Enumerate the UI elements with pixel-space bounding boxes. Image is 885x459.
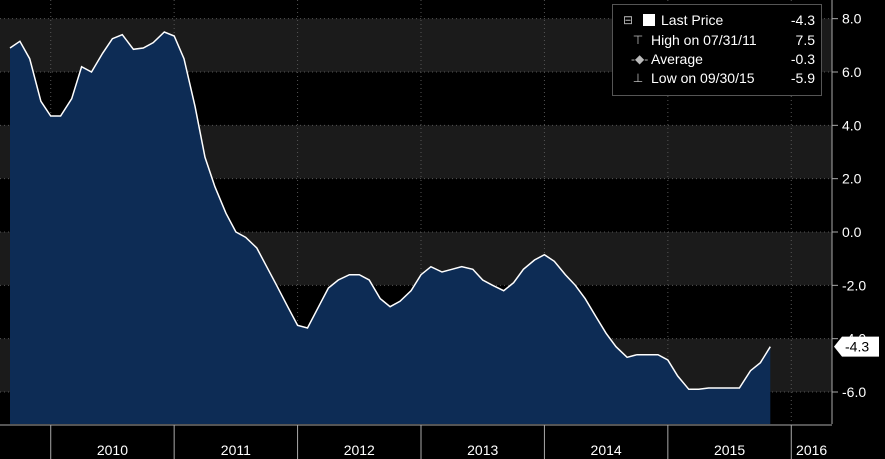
last-price-tag-bg xyxy=(834,336,879,357)
legend-value: -0.3 xyxy=(790,51,815,67)
legend: ⊟ Last Price -4.3 ⊤ High on 07/31/11 7.5… xyxy=(612,4,822,96)
y-tick-label: 4.0 xyxy=(842,117,862,133)
y-tick-label: 8.0 xyxy=(842,11,862,27)
legend-row-average: -◆- Average -0.3 xyxy=(613,50,821,69)
y-axis: 8.06.04.02.00.0-2.0-4.0-6.0 xyxy=(831,0,866,424)
x-tick-label: 2010 xyxy=(97,442,128,458)
legend-value: -5.9 xyxy=(790,70,815,86)
last-price-tag-label: -4.3 xyxy=(845,339,869,355)
series-area xyxy=(10,32,771,424)
x-tick-label: 2015 xyxy=(714,442,745,458)
legend-row-last-price: ⊟ Last Price -4.3 xyxy=(613,11,821,30)
x-tick-label: 2013 xyxy=(467,442,498,458)
x-axis-band xyxy=(0,425,885,459)
y-tick-label: 6.0 xyxy=(842,64,862,80)
y-tick-label: -6.0 xyxy=(842,384,866,400)
x-tick-label: 2014 xyxy=(591,442,622,458)
average-marker-icon: -◆- xyxy=(631,52,649,66)
series-line xyxy=(9,31,771,391)
legend-label: Low on 09/30/15 xyxy=(651,70,755,86)
high-marker-icon: ⊤ xyxy=(632,33,644,47)
x-tick-label: 2012 xyxy=(344,442,375,458)
x-tick-label: 2016 xyxy=(796,442,827,458)
legend-expand-icon: ⊟ xyxy=(622,13,634,27)
x-axis: 2010 2011 2012 2013 2014 2015 2016 xyxy=(0,424,885,459)
y-tick-label: -2.0 xyxy=(842,277,866,293)
last-price-icon xyxy=(643,14,655,26)
x-tick-label: 2011 xyxy=(221,442,251,458)
legend-row-low: ⊥ Low on 09/30/15 -5.9 xyxy=(613,69,821,88)
last-price-tag: -4.3 xyxy=(834,336,879,357)
legend-row-high: ⊤ High on 07/31/11 7.5 xyxy=(613,31,821,50)
legend-value: 7.5 xyxy=(795,32,815,48)
legend-value: -4.3 xyxy=(790,12,815,28)
legend-label: High on 07/31/11 xyxy=(651,32,757,48)
y-tick-label: 2.0 xyxy=(842,171,862,187)
legend-label: Average xyxy=(651,51,703,67)
y-tick-label: 0.0 xyxy=(842,224,862,240)
legend-label: Last Price xyxy=(661,12,724,28)
low-marker-icon: ⊥ xyxy=(632,71,644,85)
